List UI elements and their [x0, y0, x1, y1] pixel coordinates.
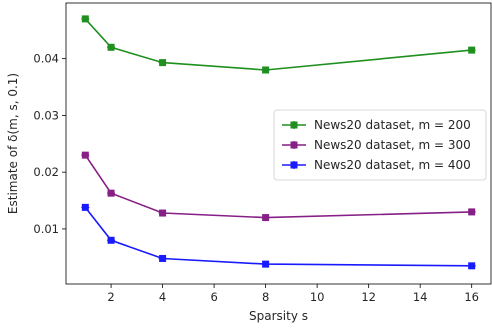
legend-item: News20 dataset, m = 400 [282, 158, 471, 172]
y-tick-label: 0.03 [33, 108, 59, 122]
x-tick-label: 2 [107, 290, 114, 304]
axes-frame: 2 4 6 8 10 12 14 16 0.01 0.02 0.03 0.04 [33, 2, 492, 304]
data-point [262, 260, 270, 268]
x-tick-label: 4 [159, 290, 166, 304]
x-tick-label: 6 [210, 290, 217, 304]
y-axis-label: Estimate of δ(m, s, 0.1) [6, 73, 20, 214]
series-line [84, 206, 472, 267]
x-axis-label: Sparsity s [249, 309, 308, 323]
x-tick-label: 12 [361, 290, 376, 304]
legend-label: News20 dataset, m = 200 [314, 118, 471, 132]
x-tick-label: 14 [413, 290, 428, 304]
legend-marker [290, 121, 298, 129]
x-tick-label: 10 [310, 290, 325, 304]
series-1 [81, 15, 476, 74]
data-point [262, 214, 270, 222]
data-point [159, 254, 167, 262]
legend-label: News20 dataset, m = 400 [314, 158, 471, 172]
legend-item: News20 dataset, m = 300 [282, 138, 471, 152]
series-line [84, 18, 472, 71]
legend-box [273, 109, 487, 181]
data-point [107, 43, 115, 51]
data-point [81, 15, 89, 23]
data-point [107, 189, 115, 197]
data-point [468, 262, 476, 270]
plot-frame [65, 2, 492, 285]
y-tick-label: 0.01 [33, 222, 59, 236]
legend: News20 dataset, m = 200 News20 dataset, m… [273, 109, 487, 181]
data-point [159, 209, 167, 217]
series-layer [81, 15, 476, 270]
series-2 [81, 151, 476, 222]
legend-item: News20 dataset, m = 200 [282, 118, 471, 132]
data-point [107, 236, 115, 244]
x-tick-label: 16 [464, 290, 479, 304]
legend-marker [290, 141, 298, 149]
data-point [159, 59, 167, 67]
data-point [262, 66, 270, 74]
legend-marker [290, 161, 298, 169]
data-point [81, 203, 89, 211]
legend-label: News20 dataset, m = 300 [314, 138, 471, 152]
series-3 [81, 203, 476, 270]
data-point [468, 46, 476, 54]
data-point [468, 208, 476, 216]
y-tick-label: 0.02 [33, 165, 59, 179]
y-tick-label: 0.04 [33, 52, 59, 66]
x-tick-label: 8 [262, 290, 269, 304]
data-point [81, 151, 89, 159]
